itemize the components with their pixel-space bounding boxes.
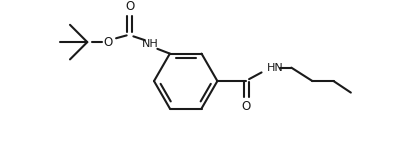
- Text: O: O: [241, 100, 251, 113]
- Text: O: O: [104, 36, 113, 49]
- Text: HN: HN: [267, 63, 284, 73]
- Text: O: O: [125, 0, 134, 13]
- Text: NH: NH: [142, 39, 159, 49]
